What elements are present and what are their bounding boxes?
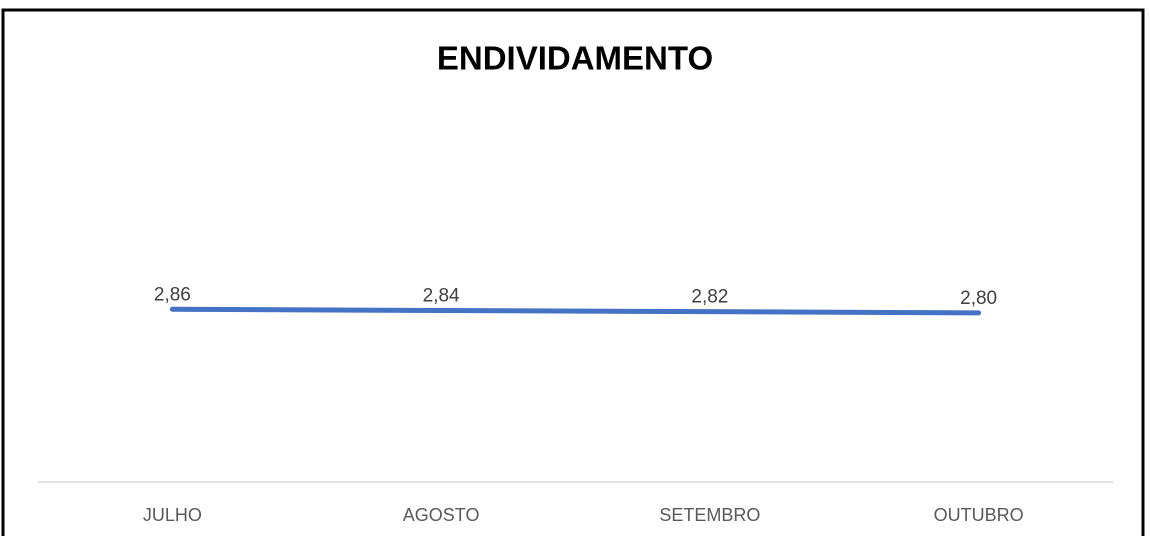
x-tick-label: AGOSTO: [403, 505, 480, 525]
data-label: 2,84: [423, 285, 460, 306]
data-line: [169, 306, 982, 316]
data-label: 2,80: [960, 288, 997, 309]
x-tick-label: JULHO: [143, 505, 202, 525]
x-tick-label: OUTUBRO: [934, 505, 1024, 525]
data-label: 2,82: [691, 287, 728, 308]
x-tick-label: SETEMBRO: [659, 505, 760, 525]
chart-frame: [1, 8, 1145, 541]
data-label: 2,86: [154, 284, 191, 305]
chart-title: ENDIVIDAMENTO: [437, 40, 713, 77]
